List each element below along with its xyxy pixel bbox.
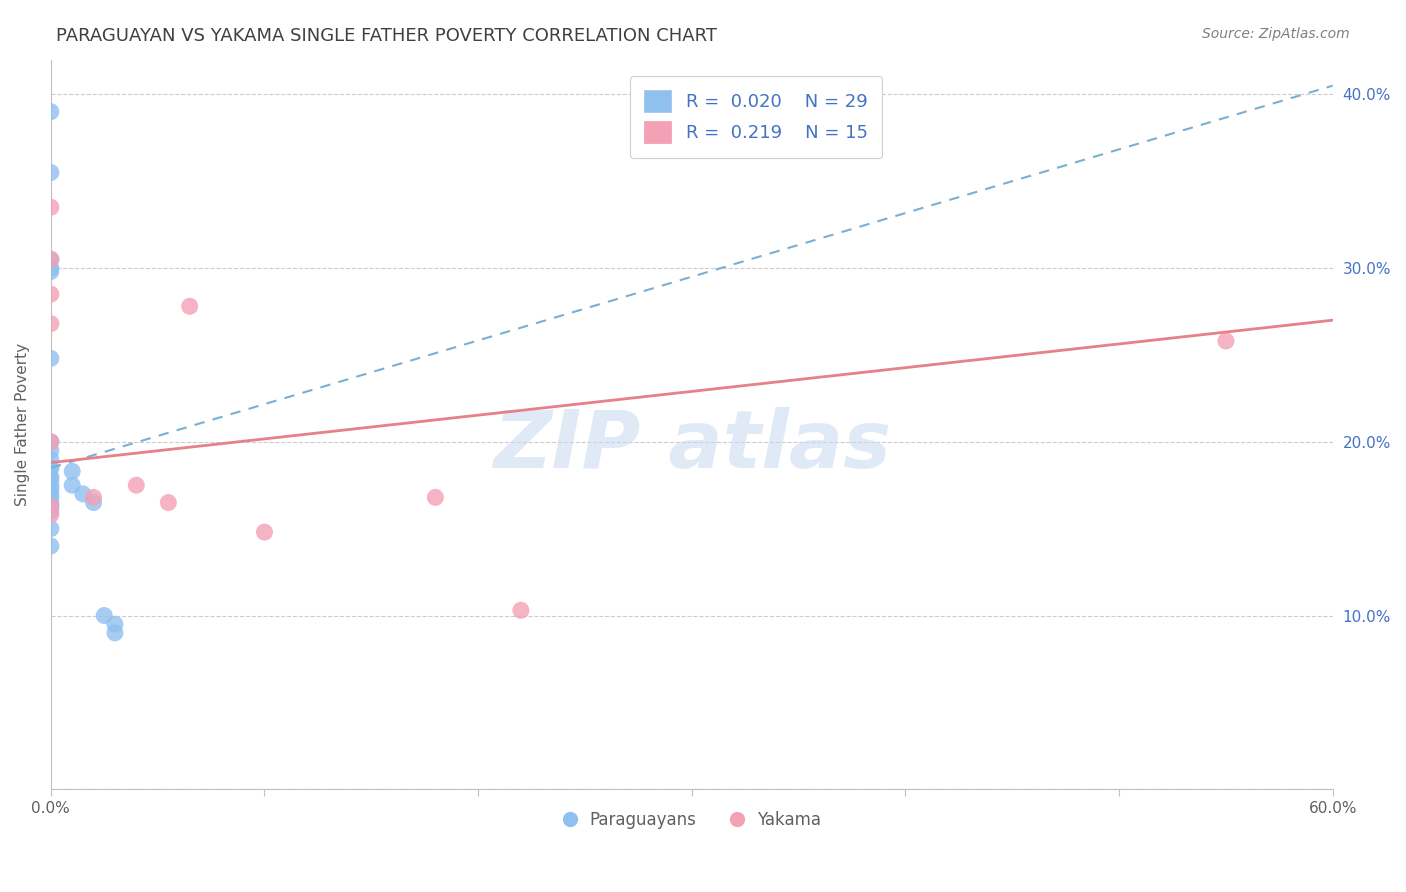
Point [39, 351, 62, 366]
Point [39, 508, 62, 522]
Point [39, 539, 62, 553]
Point [39, 252, 62, 267]
Point [509, 603, 531, 617]
Point [39, 491, 62, 505]
Point [39, 443, 62, 458]
Point [157, 495, 180, 509]
Point [39, 460, 62, 475]
Point [39, 452, 62, 467]
Point [39, 473, 62, 487]
Y-axis label: Single Father Poverty: Single Father Poverty [15, 343, 30, 506]
Point [1215, 334, 1237, 348]
Text: PARAGUAYAN VS YAKAMA SINGLE FATHER POVERTY CORRELATION CHART: PARAGUAYAN VS YAKAMA SINGLE FATHER POVER… [56, 27, 717, 45]
Point [253, 525, 276, 540]
Point [83, 495, 105, 509]
Point [39, 104, 62, 119]
Point [72, 487, 94, 501]
Text: ZIP atlas: ZIP atlas [492, 408, 891, 485]
Point [39, 487, 62, 501]
Point [179, 299, 201, 313]
Point [39, 434, 62, 449]
Point [39, 165, 62, 179]
Point [60, 464, 83, 478]
Point [39, 499, 62, 513]
Point [83, 491, 105, 505]
Text: Source: ZipAtlas.com: Source: ZipAtlas.com [1202, 27, 1350, 41]
Point [425, 491, 447, 505]
Point [39, 482, 62, 496]
Legend: Paraguayans, Yakama: Paraguayans, Yakama [557, 805, 827, 836]
Point [39, 264, 62, 278]
Point [39, 252, 62, 267]
Point [60, 478, 83, 492]
Point [93, 608, 115, 623]
Point [39, 478, 62, 492]
Point [104, 625, 127, 640]
Point [39, 469, 62, 483]
Point [104, 617, 127, 632]
Point [125, 478, 148, 492]
Point [39, 261, 62, 276]
Point [39, 499, 62, 513]
Point [39, 434, 62, 449]
Point [39, 200, 62, 214]
Point [39, 317, 62, 331]
Point [39, 495, 62, 509]
Point [39, 522, 62, 536]
Point [39, 287, 62, 301]
Point [39, 460, 62, 475]
Point [39, 504, 62, 518]
